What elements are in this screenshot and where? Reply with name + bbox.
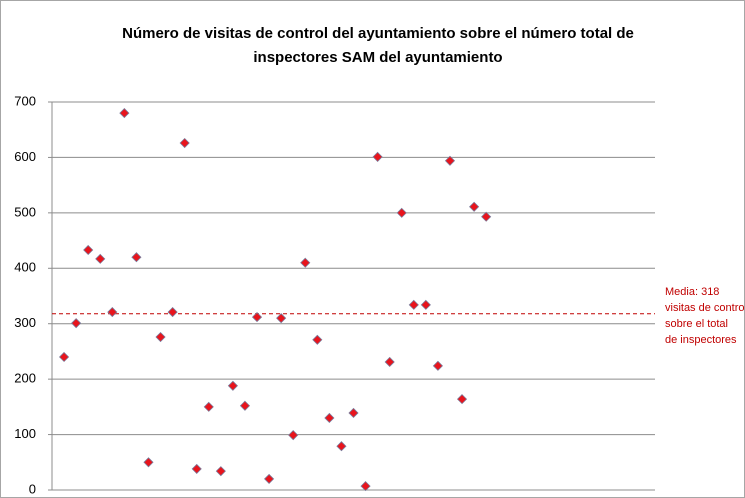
point [360, 481, 371, 492]
point [336, 441, 347, 452]
point [372, 151, 383, 162]
point [215, 466, 226, 477]
annotation: Media: 318 [665, 286, 719, 298]
chart-title: inspectores SAM del ayuntamiento [253, 49, 502, 66]
point [276, 313, 287, 324]
chart-title: Número de visitas de control del ayuntam… [122, 25, 634, 42]
point [408, 299, 419, 310]
annotation: sobre el total [665, 318, 728, 330]
annotation: visitas de control [665, 302, 745, 314]
point [83, 244, 94, 256]
point [348, 407, 359, 419]
y-tick-label: 600 [14, 149, 36, 164]
y-tick-label: 200 [14, 371, 36, 386]
point [179, 137, 190, 149]
point [420, 299, 431, 310]
y-tick-label: 700 [14, 93, 36, 108]
point [167, 307, 178, 318]
point [191, 463, 202, 475]
point [264, 473, 275, 484]
point [469, 201, 480, 212]
y-tick-label: 0 [29, 481, 36, 496]
point [251, 311, 263, 323]
point [227, 380, 238, 391]
point [300, 257, 311, 268]
point [71, 318, 82, 329]
point [58, 351, 70, 363]
point [432, 360, 443, 371]
point [155, 331, 166, 343]
point [312, 334, 323, 345]
point [143, 457, 154, 468]
y-tick-label: 400 [14, 260, 36, 275]
point [384, 356, 395, 368]
point [107, 307, 118, 318]
point [324, 412, 335, 424]
y-tick-label: 100 [14, 426, 36, 441]
point [131, 252, 142, 263]
point [481, 211, 492, 222]
y-tick-label: 300 [14, 315, 36, 330]
point [203, 401, 214, 412]
y-tick-label: 500 [14, 204, 36, 219]
point [396, 207, 407, 218]
point [119, 108, 130, 119]
point [95, 253, 106, 264]
point [444, 155, 456, 166]
point [239, 400, 251, 411]
annotation: de inspectores [665, 334, 737, 346]
point [456, 394, 468, 405]
point [288, 430, 299, 441]
